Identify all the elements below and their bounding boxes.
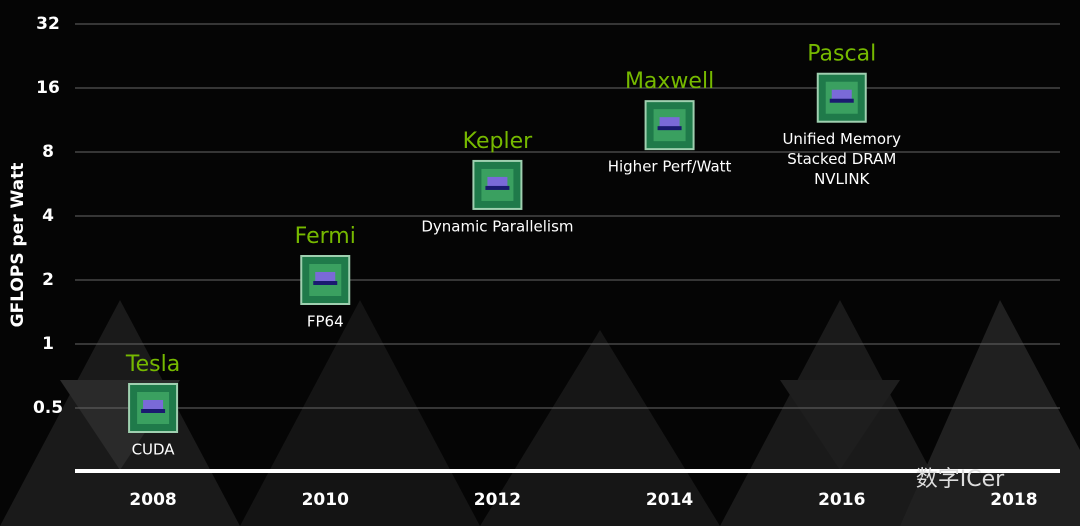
x-tick-label: 2008	[129, 490, 176, 510]
chip	[816, 72, 867, 123]
architecture-name: Pascal	[807, 42, 876, 67]
y-tick-label: 32	[36, 14, 60, 34]
chip	[644, 100, 695, 151]
chip-bar	[141, 409, 166, 413]
y-tick-label: 4	[42, 206, 54, 226]
chip	[472, 159, 523, 210]
feature-label: Stacked DRAM	[787, 150, 896, 168]
x-tick-label: 2014	[646, 490, 693, 510]
y-tick-label: 8	[42, 142, 54, 162]
watermark: 数字ICer	[916, 467, 1005, 492]
architecture-name: Fermi	[295, 224, 356, 249]
x-tick-label: 2012	[474, 490, 521, 510]
chip-die	[659, 117, 680, 130]
feature-label: Unified Memory	[782, 130, 901, 148]
y-tick-label: 16	[36, 78, 60, 98]
chip	[128, 383, 179, 433]
chip-bar	[485, 185, 510, 190]
architecture-name: Tesla	[125, 352, 180, 377]
feature-label: Dynamic Parallelism	[421, 217, 573, 235]
chip-bar	[313, 281, 338, 285]
y-tick-label: 1	[42, 334, 54, 354]
architecture-name: Maxwell	[625, 69, 714, 94]
chip-bar	[657, 126, 682, 131]
feature-label: Higher Perf/Watt	[608, 158, 732, 176]
y-tick-label: 0.5	[33, 398, 63, 418]
feature-label: NVLINK	[814, 170, 870, 188]
x-tick-label: 2016	[818, 490, 865, 510]
chip	[300, 255, 351, 305]
feature-label: FP64	[307, 313, 344, 331]
x-tick-label: 2010	[302, 490, 349, 510]
x-tick-label: 2018	[990, 490, 1037, 510]
feature-label: CUDA	[132, 441, 176, 459]
y-tick-label: 2	[42, 270, 54, 290]
architecture-name: Kepler	[463, 129, 533, 154]
y-axis-label: GFLOPS per Watt	[8, 163, 28, 328]
chip-bar	[829, 98, 854, 103]
